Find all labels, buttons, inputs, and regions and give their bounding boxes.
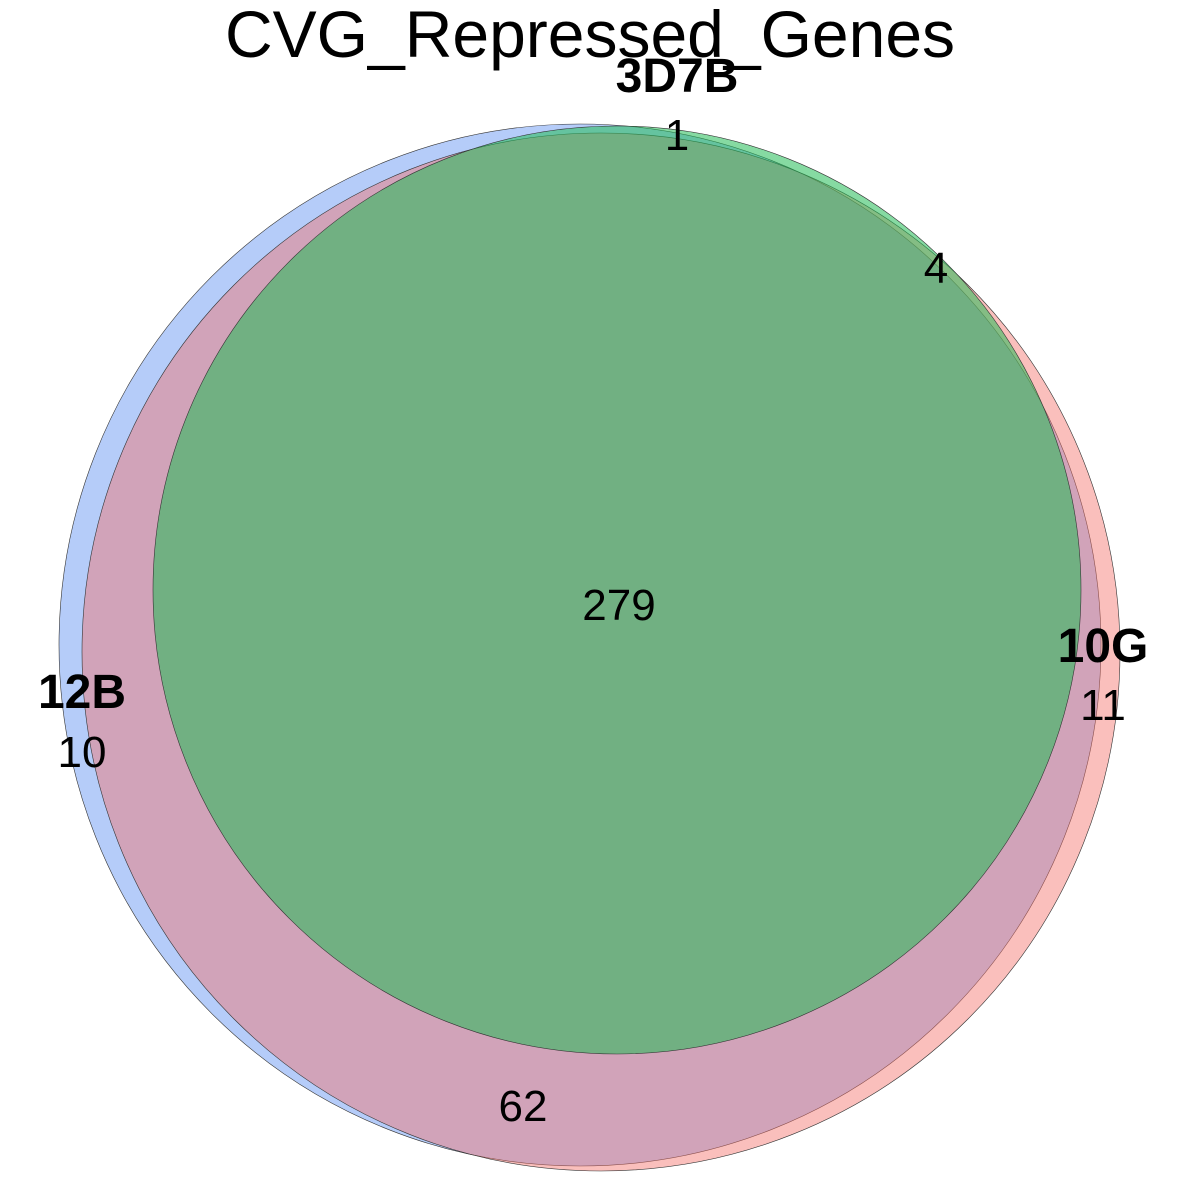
count-all-three: 279 (582, 581, 655, 630)
count-12B-10G: 62 (499, 1082, 548, 1131)
count-3D7B-only: 1 (665, 111, 689, 160)
set-circles (58, 123, 1121, 1172)
set-label-10G: 10G (1058, 620, 1149, 673)
count-12B-only: 10 (58, 728, 107, 777)
set-label-12B: 12B (38, 666, 126, 719)
count-10G-3D7B: 4 (924, 244, 948, 293)
chart-title: CVG_Repressed_Genes (225, 0, 955, 71)
set-label-3D7B: 3D7B (616, 50, 739, 103)
region-counts: 1 4 279 11 10 62 (58, 111, 1126, 1131)
count-10G-only: 11 (1080, 681, 1126, 730)
set-labels: 3D7B 10G 12B (38, 50, 1148, 719)
set-circle-3D7B (152, 125, 1082, 1055)
